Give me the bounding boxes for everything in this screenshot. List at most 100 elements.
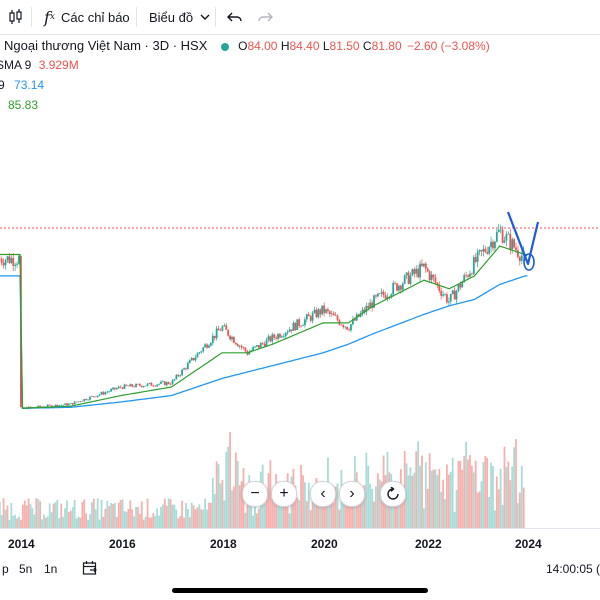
chart-type-button[interactable]: Biểu đồ xyxy=(149,0,210,34)
price-chart[interactable] xyxy=(0,34,600,528)
candle-body xyxy=(48,404,51,406)
candle-body xyxy=(129,384,132,387)
volume-bar xyxy=(167,498,170,528)
divider xyxy=(136,7,137,27)
zoom-in-button[interactable]: + xyxy=(271,481,297,507)
trend-drawing[interactable] xyxy=(506,211,540,266)
candle-body xyxy=(125,384,128,386)
zoom-out-button[interactable]: − xyxy=(242,481,268,507)
date-range-icon[interactable] xyxy=(82,560,98,576)
volume-bar xyxy=(357,484,360,528)
volume-bar xyxy=(359,486,362,528)
volume-bar xyxy=(254,491,256,528)
candle-body xyxy=(313,309,316,314)
range-button-5y[interactable]: 5n xyxy=(19,562,33,576)
candle-body xyxy=(104,392,107,395)
candle-body xyxy=(252,347,255,351)
candle-body xyxy=(64,403,66,405)
indicator-1-value: 3.929M xyxy=(38,58,79,72)
volume-bar xyxy=(407,475,410,528)
volume-bar xyxy=(225,451,228,528)
volume-bar xyxy=(336,483,339,528)
candle-body xyxy=(81,401,84,402)
candle-body xyxy=(417,268,420,278)
symbol-title[interactable]: Ngoại thương Việt Nam · 3D · HSX xyxy=(4,38,208,53)
candle-body xyxy=(46,404,49,407)
ohlc-close-label: C xyxy=(362,39,372,53)
candles-icon[interactable] xyxy=(6,0,24,34)
candle-body xyxy=(177,375,180,377)
ohlc-high-label: H xyxy=(280,39,290,53)
volume-bar xyxy=(376,473,379,528)
volume-bar xyxy=(181,500,184,528)
candle-body xyxy=(242,347,245,348)
volume-bar xyxy=(252,515,255,528)
volume-bar xyxy=(217,464,220,528)
candle-body xyxy=(225,325,228,330)
volume-bar xyxy=(375,486,377,528)
candle-body xyxy=(476,251,479,262)
range-button-1y[interactable]: 1n xyxy=(44,562,58,576)
candle-body xyxy=(202,347,205,352)
volume-bar xyxy=(46,516,49,528)
volume-bar xyxy=(484,455,487,528)
volume-bar xyxy=(422,508,425,528)
candle-body xyxy=(167,382,170,384)
ohlc-low-label: L xyxy=(322,39,330,53)
volume-bar xyxy=(115,517,118,528)
candle-body xyxy=(292,322,295,331)
volume-bar xyxy=(350,500,352,528)
volume-bar xyxy=(64,508,66,528)
volume-bar xyxy=(102,516,105,528)
candle-body xyxy=(188,360,191,364)
candle-body xyxy=(280,336,283,338)
candle-body xyxy=(37,405,40,408)
scroll-right-button[interactable]: › xyxy=(339,481,365,507)
candle-body xyxy=(175,375,178,380)
candle-body xyxy=(288,329,291,332)
volume-bar xyxy=(271,493,274,528)
time-axis[interactable]: 2014 2016 2018 2020 2022 2024 xyxy=(0,528,600,555)
volume-bar xyxy=(112,503,114,528)
range-button[interactable]: p xyxy=(2,562,9,576)
volume-bar xyxy=(499,468,502,528)
candle-body xyxy=(92,396,95,397)
candle-body xyxy=(325,309,327,313)
candle-body xyxy=(304,319,306,326)
drawing-ellipse[interactable] xyxy=(523,253,535,271)
legend-ma-long-row[interactable]: 9 73.14 xyxy=(0,78,44,92)
candle-body xyxy=(62,404,65,406)
scroll-left-button[interactable]: ‹ xyxy=(310,481,336,507)
home-indicator[interactable] xyxy=(172,588,428,593)
volume-bar xyxy=(175,509,178,528)
candle-body xyxy=(307,314,310,317)
candle-body xyxy=(373,295,375,308)
volume-bar xyxy=(421,455,423,528)
candle-body xyxy=(181,369,184,376)
volume-bar xyxy=(501,504,504,528)
volume-bar xyxy=(238,485,241,528)
volume-bar xyxy=(515,439,517,528)
divider xyxy=(215,7,216,27)
volume-bar xyxy=(16,518,18,528)
candle-body xyxy=(323,305,326,313)
volume-bar xyxy=(273,500,276,528)
legend-ma-short-row[interactable]: 85.83 xyxy=(8,98,38,112)
candle-body xyxy=(382,291,385,296)
candle-body xyxy=(94,396,97,398)
undo-icon[interactable] xyxy=(226,0,244,34)
volume-bar xyxy=(465,441,468,528)
legend-volume-row[interactable]: SMA 9 3.929M xyxy=(0,58,79,72)
volume-bar xyxy=(302,475,304,528)
volume-bar xyxy=(490,462,492,528)
candle-body xyxy=(311,313,314,321)
volume-bar xyxy=(25,505,28,528)
volume-bar xyxy=(369,483,372,528)
candle-body xyxy=(146,383,149,386)
volume-bar xyxy=(135,506,137,528)
volume-bar xyxy=(114,502,116,528)
reset-chart-button[interactable] xyxy=(380,481,406,507)
redo-icon[interactable] xyxy=(256,0,274,34)
ohlc-close: 81.80 xyxy=(371,39,402,53)
